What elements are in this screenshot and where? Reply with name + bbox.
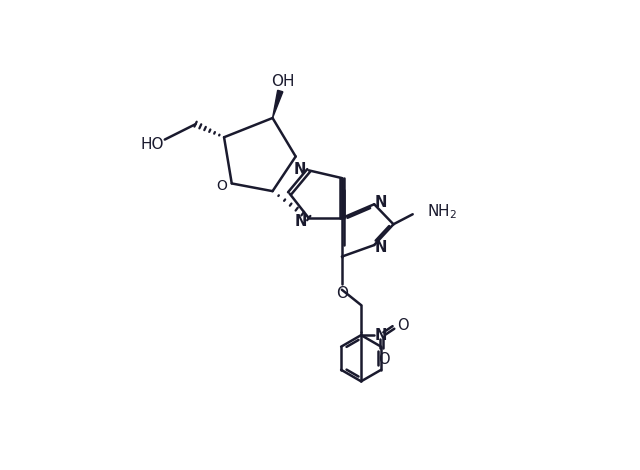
Text: HO: HO — [141, 137, 164, 152]
Text: OH: OH — [271, 73, 295, 88]
Text: N: N — [295, 214, 307, 229]
Text: NH$_2$: NH$_2$ — [428, 203, 458, 221]
Text: O: O — [378, 352, 389, 367]
Text: N: N — [294, 162, 307, 177]
Text: O: O — [216, 179, 227, 193]
Text: N: N — [374, 328, 387, 343]
Text: O: O — [336, 286, 348, 301]
Text: N: N — [374, 240, 387, 255]
Text: N: N — [374, 195, 387, 210]
Polygon shape — [273, 90, 283, 118]
Text: O: O — [397, 318, 408, 333]
